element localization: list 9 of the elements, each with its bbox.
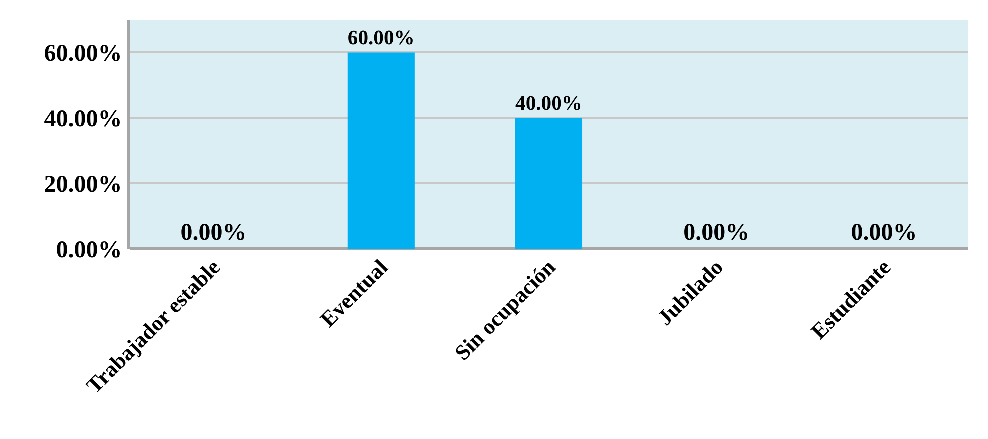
- data-label: 60.00%: [348, 28, 415, 50]
- data-label: 0.00%: [180, 220, 247, 246]
- y-tick-label: 40.00%: [44, 106, 122, 133]
- y-tick-label: 60.00%: [44, 41, 122, 68]
- y-tick-label: 0.00%: [56, 237, 122, 264]
- data-label: 0.00%: [684, 220, 750, 246]
- y-tick-label: 20.00%: [44, 172, 122, 198]
- data-label: 0.00%: [851, 220, 918, 246]
- data-label: 40.00%: [516, 92, 582, 115]
